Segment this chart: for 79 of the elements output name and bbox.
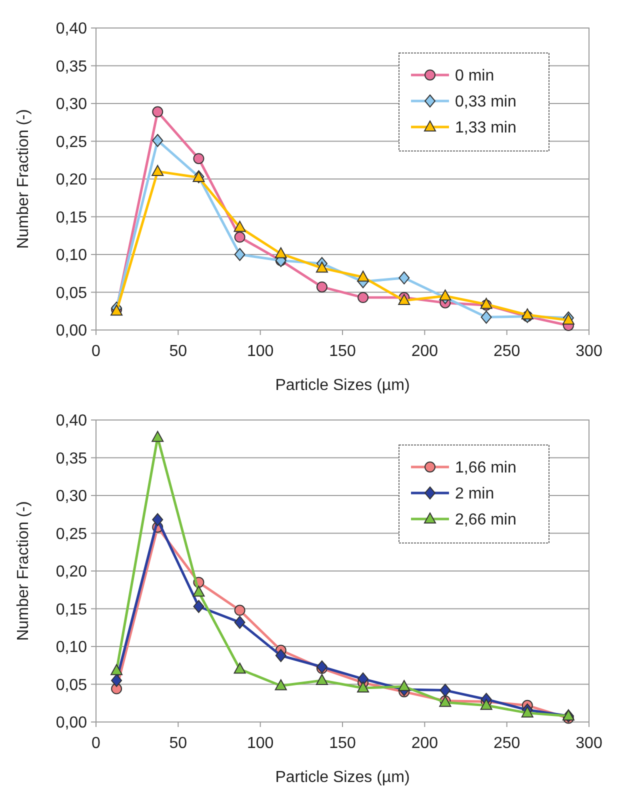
y-tick-label: 0,10 <box>56 639 88 656</box>
y-tick-label: 0,25 <box>56 526 88 543</box>
point <box>480 698 492 710</box>
x-tick-label: 200 <box>411 735 438 752</box>
y-tick-label: 0,20 <box>56 172 88 189</box>
x-tick-label: 300 <box>576 343 602 360</box>
point <box>398 271 410 284</box>
legend-label: 1,33 min <box>455 120 516 137</box>
point <box>193 153 204 164</box>
point <box>274 247 287 258</box>
y-tick-label: 0,30 <box>56 96 88 114</box>
x-tick-label: 300 <box>576 735 602 752</box>
x-tick-label: 250 <box>493 735 520 752</box>
point <box>357 682 370 693</box>
y-tick-label: 0,00 <box>56 322 88 340</box>
point <box>562 314 574 325</box>
point <box>152 106 164 118</box>
point <box>316 281 328 292</box>
y-tick-label: 0,15 <box>56 209 88 226</box>
x-tick-label: 250 <box>493 343 520 360</box>
legend-label: 2 min <box>455 486 494 503</box>
point <box>521 706 534 718</box>
point <box>357 270 370 282</box>
y-tick-label: 0,10 <box>56 247 88 264</box>
y-tick-label: 0,35 <box>56 58 88 76</box>
point <box>234 662 246 674</box>
x-tick-label: 200 <box>411 343 438 360</box>
point <box>562 709 574 720</box>
x-tick-label: 50 <box>169 343 188 360</box>
x-tick-label: 100 <box>246 343 274 360</box>
y-tick-label: 0,00 <box>56 714 88 732</box>
point <box>274 679 287 690</box>
point <box>152 164 164 176</box>
x-tick-label: 0 <box>92 735 101 752</box>
y-tick-label: 0,25 <box>56 134 88 151</box>
x-tick-label: 150 <box>329 735 356 752</box>
point <box>234 604 246 616</box>
x-tick-label: 50 <box>169 735 188 752</box>
point <box>358 292 369 304</box>
y-tick-label: 0,15 <box>56 601 88 618</box>
point <box>234 232 246 243</box>
y-tick-label: 0,20 <box>56 564 88 581</box>
point <box>192 586 205 597</box>
y-axis-title: Number Fraction (-) <box>15 109 32 249</box>
x-axis-title: Particle Sizes (µm) <box>275 377 410 394</box>
point <box>234 616 246 629</box>
point <box>440 684 451 697</box>
point <box>152 513 164 526</box>
y-tick-label: 0,30 <box>56 488 88 506</box>
point <box>316 674 328 685</box>
x-tick-label: 100 <box>246 735 274 752</box>
point <box>110 664 123 676</box>
y-tick-label: 0,05 <box>56 676 88 694</box>
x-axis-title: Particle Sizes (µm) <box>275 769 410 786</box>
legend-label: 2,66 min <box>455 512 516 529</box>
y-tick-label: 0,40 <box>56 412 88 430</box>
point <box>358 672 369 686</box>
point <box>152 430 164 442</box>
point <box>316 660 328 674</box>
point <box>111 674 122 687</box>
y-tick-label: 0,35 <box>56 450 88 468</box>
point <box>316 262 328 273</box>
point <box>275 649 286 662</box>
legend-label: 0,33 min <box>455 94 516 111</box>
point <box>521 308 534 320</box>
point <box>398 680 410 692</box>
point <box>480 310 492 324</box>
y-axis-title: Number Fraction (-) <box>15 501 32 641</box>
point <box>234 248 246 261</box>
point <box>152 134 164 147</box>
x-tick-label: 0 <box>92 343 101 360</box>
point <box>234 220 246 232</box>
y-tick-label: 0,05 <box>56 284 88 302</box>
point <box>439 290 452 301</box>
x-tick-label: 150 <box>329 343 356 360</box>
y-tick-label: 0,40 <box>56 20 88 38</box>
legend-label: 0 min <box>455 68 494 85</box>
legend-label: 1,66 min <box>455 460 516 477</box>
point <box>193 600 204 613</box>
